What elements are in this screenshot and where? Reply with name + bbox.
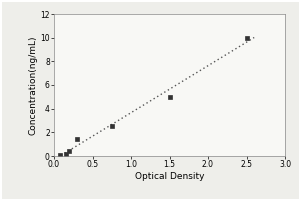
X-axis label: Optical Density: Optical Density <box>135 172 204 181</box>
Y-axis label: Concentration(ng/mL): Concentration(ng/mL) <box>28 35 38 135</box>
